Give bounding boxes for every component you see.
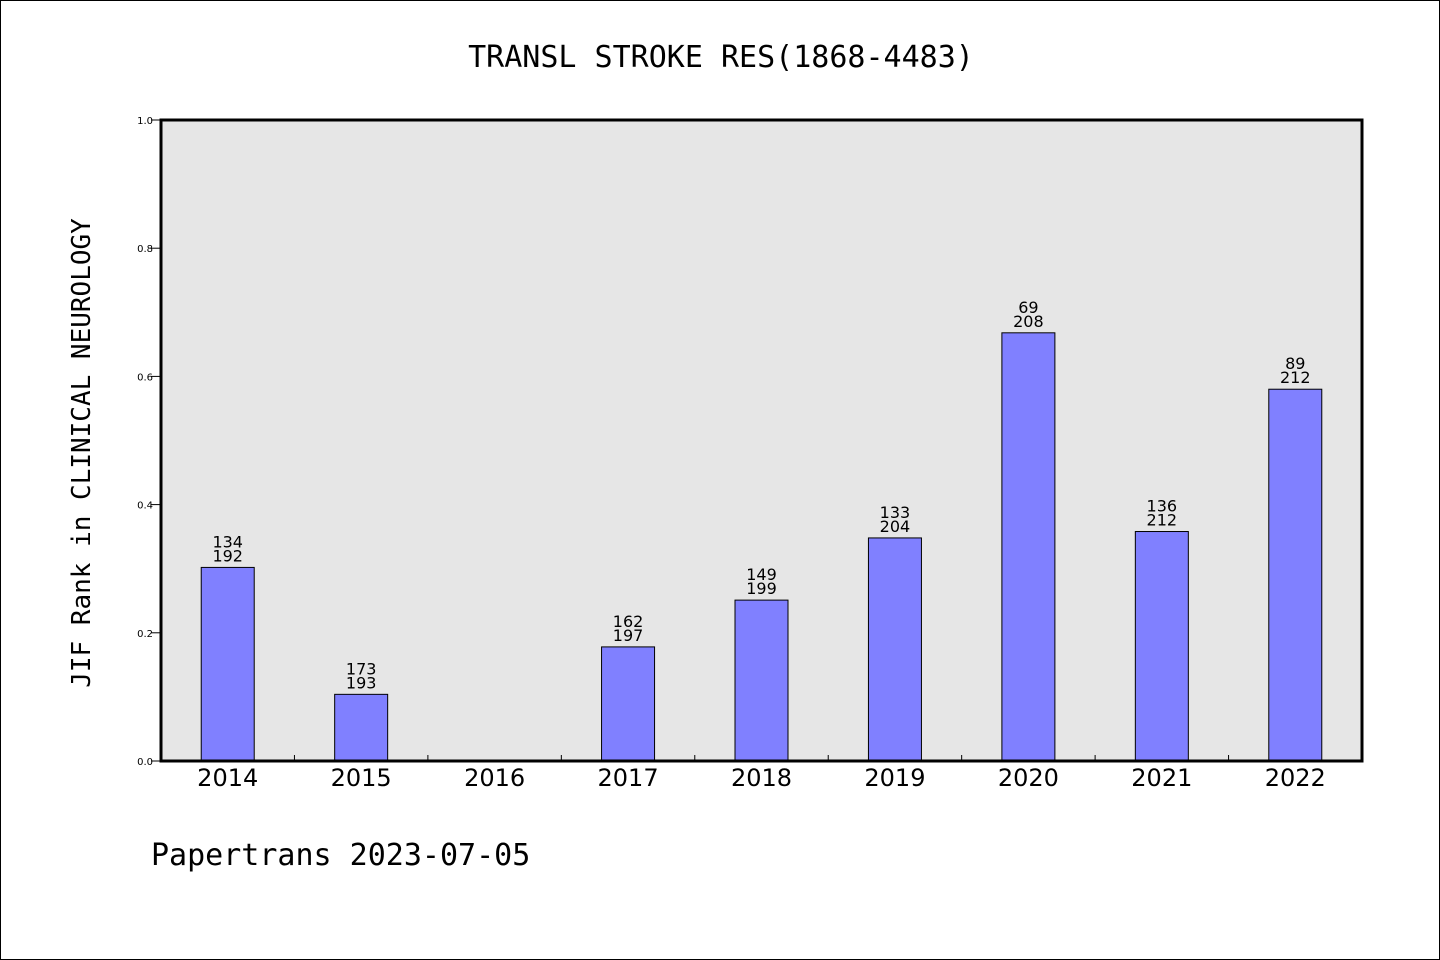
bars-layer: [200, 332, 1323, 762]
x-tick-label: 2021: [1131, 764, 1192, 792]
y-tick-label: 0.4: [137, 501, 153, 512]
bar-label-rank: 149: [746, 565, 777, 584]
x-tick-label: 2020: [998, 764, 1059, 792]
bar-labels-layer: 1341921731931621971491991332046920813621…: [212, 298, 1310, 693]
x-tick-label: 2014: [197, 764, 258, 792]
y-tick-label: 0.2: [137, 629, 153, 640]
bar-label-total: 208: [1013, 312, 1044, 331]
bar-2019: [867, 537, 922, 762]
bar-label-rank: 134: [212, 532, 243, 551]
y-tick-label: 0.6: [137, 372, 153, 383]
bar-label-rank: 136: [1147, 497, 1178, 516]
y-tick-label: 0.8: [137, 244, 153, 255]
bar-label-rank: 133: [880, 503, 911, 522]
bar-label-rank: 162: [613, 612, 644, 631]
bar-label-total: 192: [212, 546, 243, 565]
x-tick-label: 2015: [331, 764, 392, 792]
x-ticks-layer: 2014 2015 2016 2017 2018 2019 2020 2021 2022: [197, 755, 1326, 792]
bar-2022: [1268, 388, 1323, 762]
chart-title: TRANSL STROKE RES(1868-4483): [468, 40, 974, 75]
x-tick-label: 2016: [464, 764, 525, 792]
bar-2017: [601, 646, 656, 762]
bar-2020: [1001, 332, 1056, 762]
bar-2021: [1134, 531, 1189, 762]
bar-2015: [334, 693, 389, 762]
y-ticks-layer: 0.0 0.2 0.4 0.6 0.8 1.0: [137, 116, 161, 768]
x-tick-label: 2019: [864, 764, 925, 792]
plot-border: [159, 118, 1364, 763]
y-tick-label: 0.0: [137, 757, 153, 768]
bar-label-total: 212: [1280, 368, 1311, 387]
bar-label-rank: 69: [1018, 298, 1038, 317]
x-tick-label: 2022: [1265, 764, 1326, 792]
bar-label-rank: 173: [346, 659, 377, 678]
bar-label-rank: 89: [1285, 354, 1305, 373]
bar-label-total: 193: [346, 673, 377, 692]
footer-text: Papertrans 2023-07-05: [151, 838, 530, 873]
bar-2014: [200, 566, 255, 762]
x-tick-label: 2017: [598, 764, 659, 792]
bar-label-total: 204: [880, 517, 911, 536]
y-axis-label: JIF Rank in CLINICAL NEUROLOGY: [67, 218, 97, 688]
y-tick-label: 1.0: [137, 116, 153, 127]
bar-label-total: 212: [1147, 511, 1178, 530]
x-tick-label: 2018: [731, 764, 792, 792]
bar-2018: [734, 599, 789, 762]
bar-label-total: 197: [613, 626, 644, 645]
bar-label-total: 199: [746, 579, 777, 598]
